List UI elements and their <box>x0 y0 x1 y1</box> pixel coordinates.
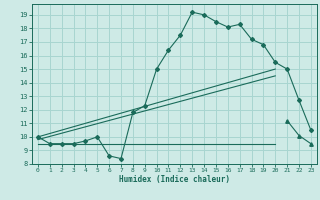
X-axis label: Humidex (Indice chaleur): Humidex (Indice chaleur) <box>119 175 230 184</box>
